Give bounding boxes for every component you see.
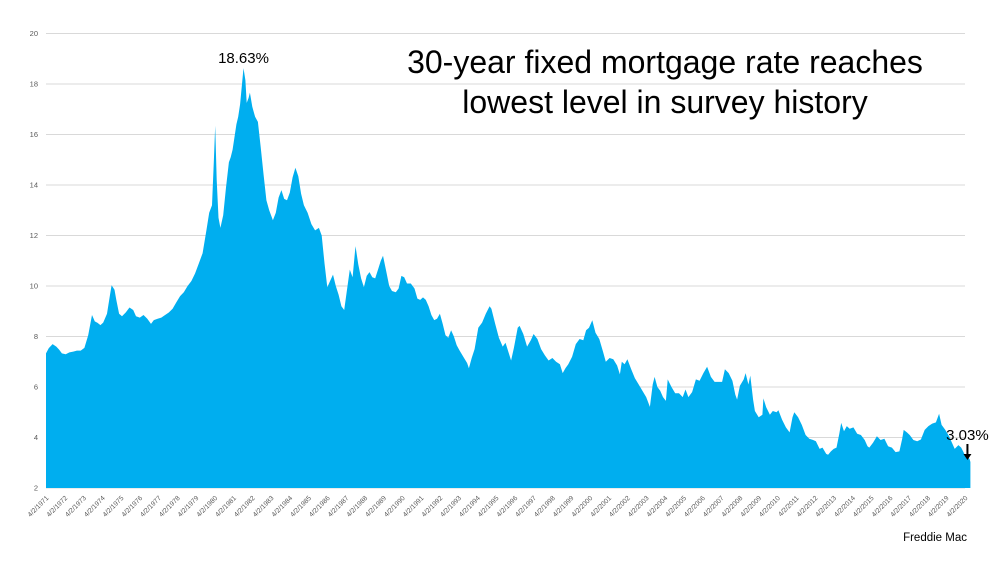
y-tick-label: 14: [30, 181, 38, 190]
peak-annotation: 18.63%: [218, 50, 269, 67]
mortgage-rate-chart: 2 4 6 8 10 12 14 16 18 20 4/2/1971 4/2/1972 4/2/1973…: [27, 29, 989, 519]
y-tick-label: 4: [34, 433, 38, 442]
source-attribution: Freddie Mac: [903, 532, 967, 544]
y-tick-label: 6: [34, 383, 38, 392]
y-tick-label: 18: [30, 80, 38, 89]
latest-annotation: 3.03%: [946, 427, 989, 444]
y-tick-label: 12: [30, 231, 38, 240]
y-tick-label: 16: [30, 130, 38, 139]
x-tick-label: 4/2/2020: [946, 495, 970, 519]
y-tick-label: 2: [34, 484, 38, 493]
y-tick-label: 8: [34, 332, 38, 341]
y-tick-label: 10: [30, 282, 38, 291]
y-tick-label: 20: [30, 29, 38, 38]
rate-area: [46, 68, 971, 488]
rate-chart-svg: 24681012141618204/2/19714/2/19724/2/1973…: [27, 29, 989, 519]
latest-arrowhead: [963, 454, 972, 460]
